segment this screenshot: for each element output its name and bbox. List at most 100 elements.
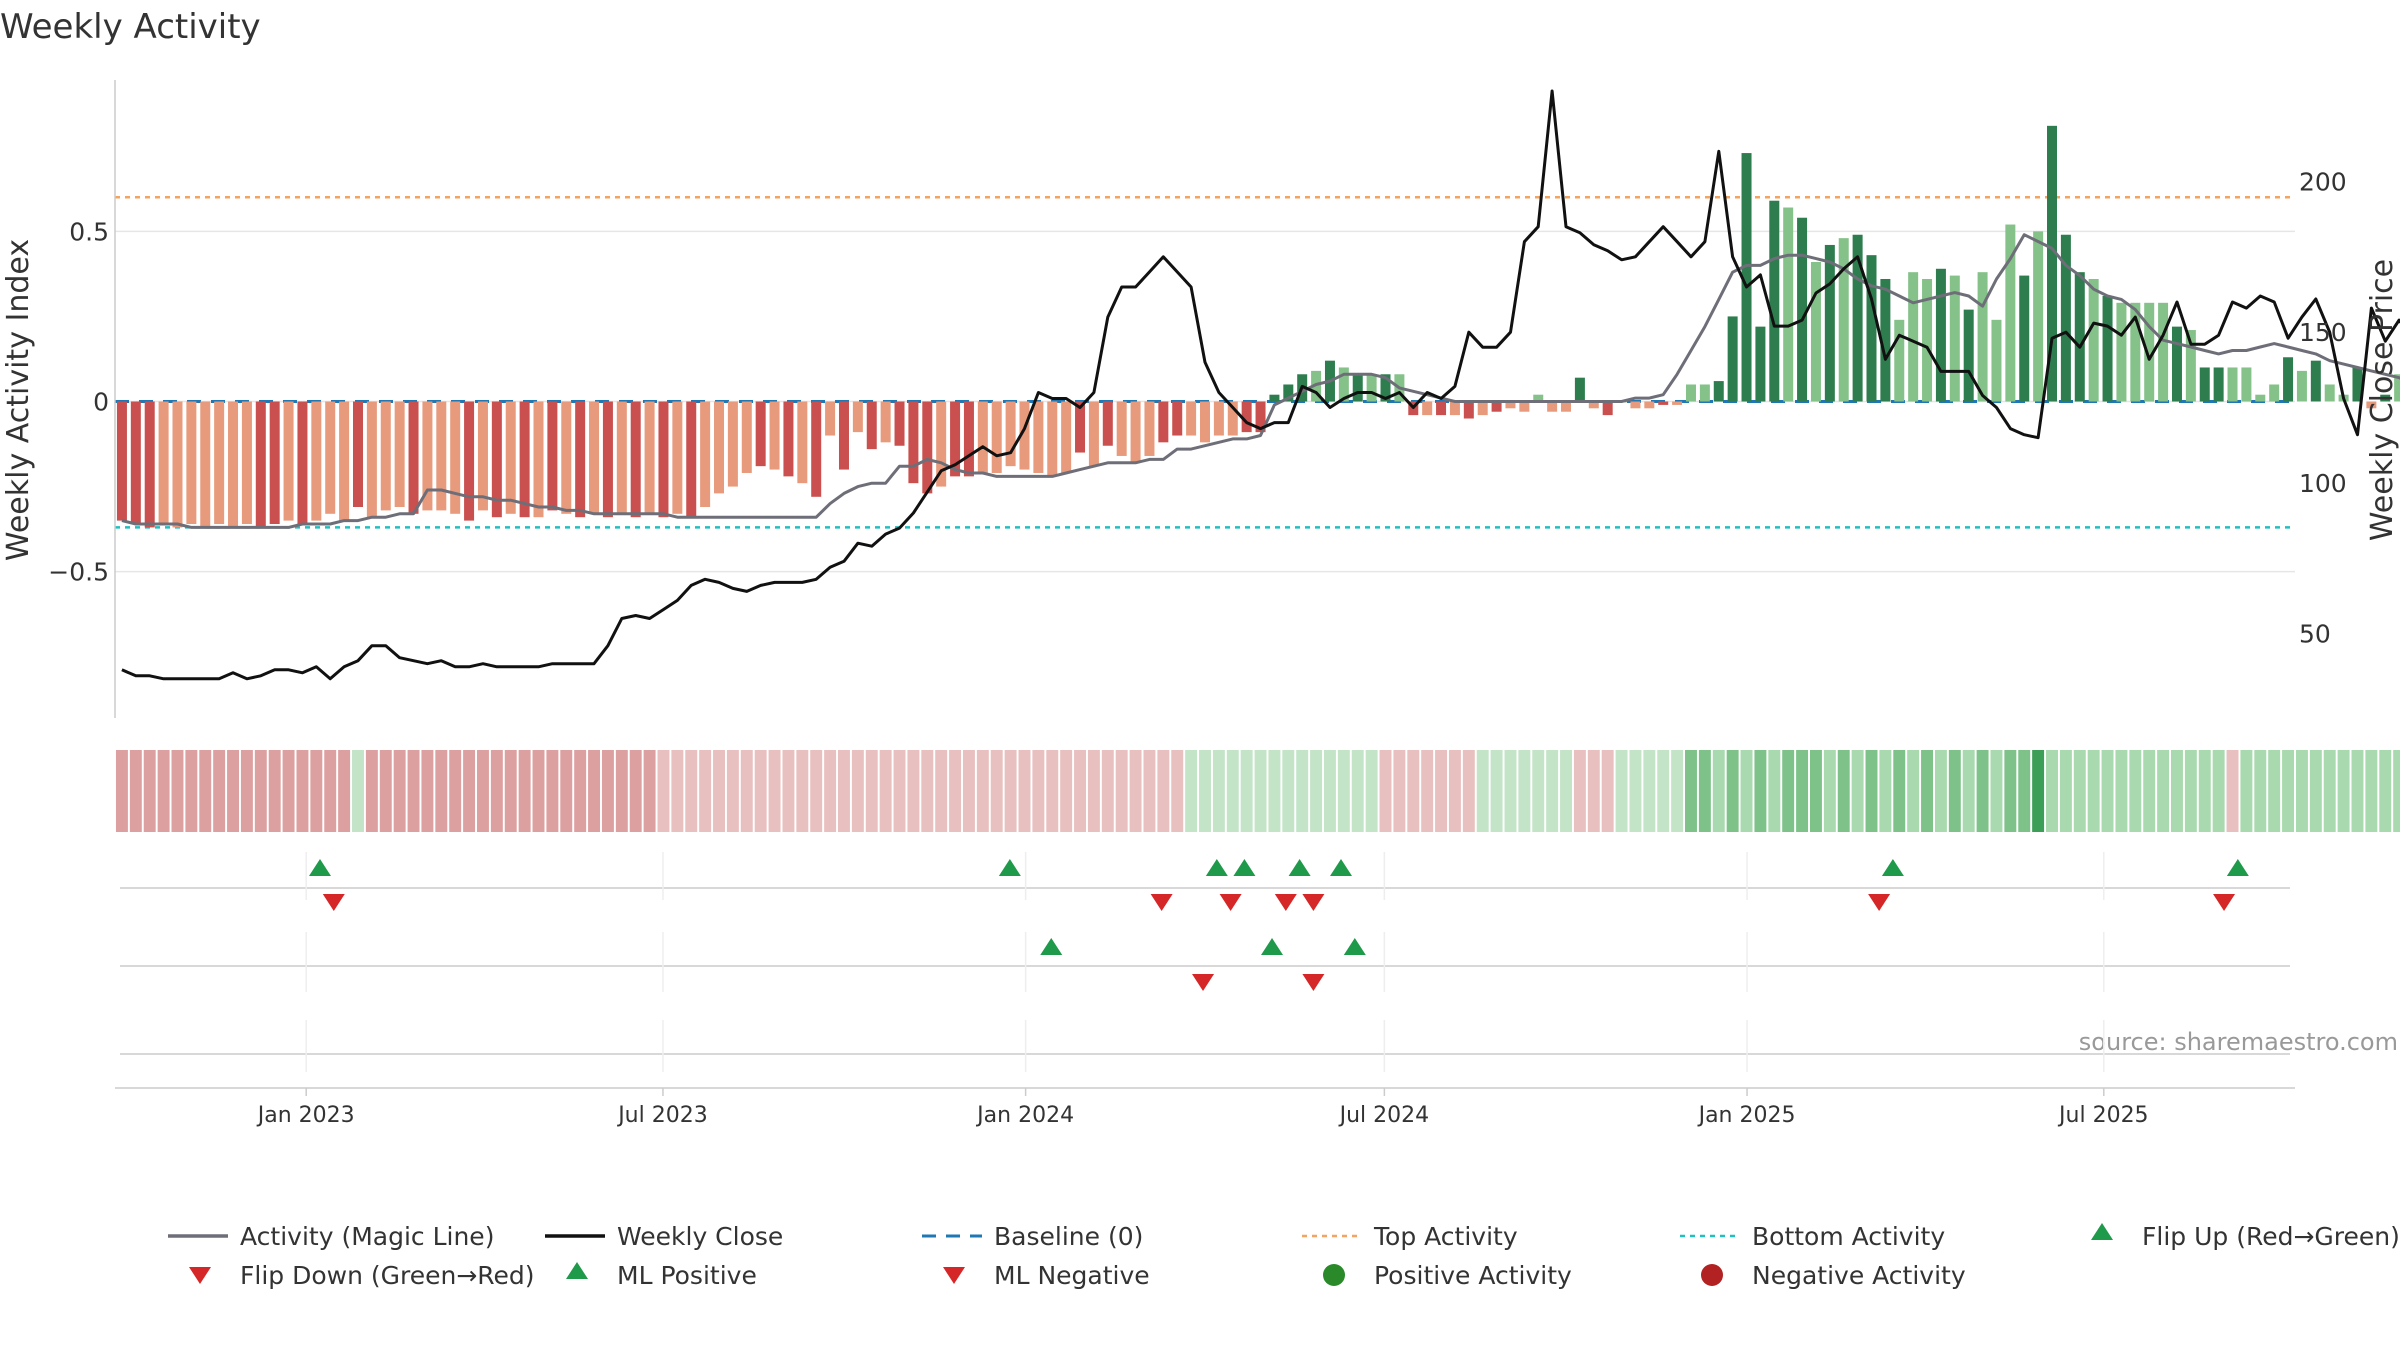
- activity-bar: [1477, 401, 1488, 416]
- heat-cell: [1199, 750, 1211, 832]
- activity-bar: [2047, 125, 2058, 402]
- heat-cell: [615, 750, 628, 832]
- activity-bar: [1269, 394, 1280, 402]
- legend: Activity (Magic Line) Weekly Close Baselin…: [168, 1222, 2400, 1290]
- heat-cell: [2268, 750, 2281, 832]
- activity-bar: [1172, 401, 1183, 436]
- flip-down-marker: [1274, 894, 1297, 911]
- heat-cell: [1698, 750, 1711, 832]
- ml-negative-marker: [1192, 974, 1215, 991]
- x-tick-label: Jan 2025: [1697, 1103, 1796, 1128]
- activity-bar: [1810, 261, 1821, 402]
- heat-cell: [1823, 750, 1836, 832]
- legend-swatch: [1701, 1264, 1723, 1286]
- heat-cell: [1893, 750, 1906, 832]
- activity-bar: [1922, 278, 1933, 402]
- heat-cell: [2337, 750, 2350, 832]
- heat-cell: [1768, 750, 1781, 832]
- heat-cell: [1018, 750, 1031, 832]
- heat-cell: [560, 750, 573, 832]
- activity-bar: [2144, 302, 2155, 402]
- flip-down-marker: [1219, 894, 1242, 911]
- activity-bar: [547, 401, 558, 511]
- heat-cell: [143, 750, 156, 832]
- heat-cell: [824, 750, 837, 832]
- activity-bar: [672, 401, 683, 514]
- heat-cell: [879, 750, 892, 832]
- ml-positive-marker: [1040, 938, 1063, 955]
- heat-cell: [407, 750, 420, 832]
- heat-cell: [1448, 750, 1461, 832]
- activity-bar: [616, 401, 627, 514]
- activity-bar: [1019, 401, 1030, 470]
- heat-cell: [1060, 750, 1073, 832]
- activity-bar: [116, 401, 127, 521]
- heat-cell: [1185, 750, 1198, 832]
- heat-cell: [1046, 750, 1059, 832]
- y2-tick-label: 50: [2299, 620, 2331, 649]
- activity-bar: [991, 401, 1002, 473]
- activity-bar: [255, 401, 266, 528]
- activity-bar: [1963, 309, 1974, 402]
- y2-tick-label: 200: [2299, 167, 2347, 196]
- heat-cell: [532, 750, 545, 832]
- activity-bar: [1713, 381, 1724, 402]
- activity-bar: [1630, 401, 1641, 409]
- activity-bar: [1200, 401, 1210, 443]
- heat-cell: [1157, 750, 1170, 832]
- activity-bar: [380, 401, 391, 511]
- heat-cell: [1407, 750, 1420, 832]
- legend-label: Flip Down (Green→Red): [240, 1261, 535, 1290]
- activity-bar: [1894, 319, 1905, 402]
- activity-bar: [630, 401, 641, 518]
- flip-down-marker: [1868, 894, 1891, 911]
- activity-bar: [311, 401, 322, 521]
- activity-bar: [436, 401, 447, 511]
- heat-cell: [1004, 750, 1017, 832]
- activity-bar: [1547, 401, 1558, 412]
- y2-tick-label: 100: [2299, 469, 2347, 498]
- heat-cell: [990, 750, 1003, 832]
- activity-bar: [158, 401, 169, 525]
- heat-cell: [1240, 750, 1253, 832]
- heat-cell: [1782, 750, 1795, 832]
- activity-bar: [1588, 401, 1599, 409]
- activity-bar: [2158, 302, 2169, 402]
- heat-cell: [1657, 750, 1670, 832]
- heat-cell: [2282, 750, 2295, 832]
- activity-bar: [2213, 367, 2224, 402]
- activity-bar: [1672, 401, 1683, 405]
- activity-bar: [1213, 401, 1224, 436]
- heat-cell: [1323, 750, 1336, 832]
- activity-bar: [1741, 153, 1752, 402]
- heat-cell: [1546, 750, 1559, 832]
- activity-bar: [339, 401, 350, 521]
- activity-bar: [1755, 326, 1766, 402]
- heat-cell: [1337, 750, 1350, 832]
- heat-cell: [393, 750, 406, 832]
- heat-cell: [2254, 750, 2267, 832]
- heat-cell: [962, 750, 975, 832]
- heat-cell: [754, 750, 767, 832]
- flip-down-marker: [322, 894, 345, 911]
- activity-bar: [1505, 401, 1516, 409]
- heat-cell: [1851, 750, 1864, 832]
- heat-cell: [199, 750, 212, 832]
- activity-bar: [880, 401, 891, 443]
- heat-cell: [601, 750, 614, 832]
- activity-bar: [1352, 374, 1363, 402]
- activity-bar: [2074, 272, 2085, 402]
- heat-cell: [1393, 750, 1406, 832]
- activity-bar: [977, 401, 988, 473]
- activity-bar: [1949, 275, 1960, 402]
- activity-bar: [1727, 316, 1738, 402]
- y-tick-label: 0.5: [69, 217, 109, 246]
- activity-bar: [561, 401, 572, 514]
- heat-cell: [157, 750, 170, 832]
- heat-cell: [2295, 750, 2308, 832]
- heat-cell: [976, 750, 989, 832]
- heat-cell: [2323, 750, 2336, 832]
- activity-bar: [1519, 401, 1530, 412]
- heat-cell: [2198, 750, 2211, 832]
- series-lines: [121, 89, 2400, 681]
